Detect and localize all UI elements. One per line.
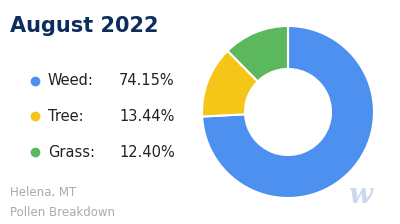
Wedge shape — [202, 26, 374, 198]
Wedge shape — [228, 26, 288, 81]
Text: w: w — [348, 182, 372, 209]
Text: Helena, MT: Helena, MT — [10, 186, 76, 199]
Text: 13.44%: 13.44% — [119, 109, 174, 124]
Text: Grass:: Grass: — [48, 145, 95, 160]
Wedge shape — [202, 51, 258, 116]
Text: Pollen Breakdown: Pollen Breakdown — [10, 206, 114, 219]
Text: 12.40%: 12.40% — [119, 145, 175, 160]
Text: Tree:: Tree: — [48, 109, 84, 124]
Text: Weed:: Weed: — [48, 73, 94, 88]
Text: August 2022: August 2022 — [10, 16, 158, 36]
Text: 74.15%: 74.15% — [119, 73, 175, 88]
